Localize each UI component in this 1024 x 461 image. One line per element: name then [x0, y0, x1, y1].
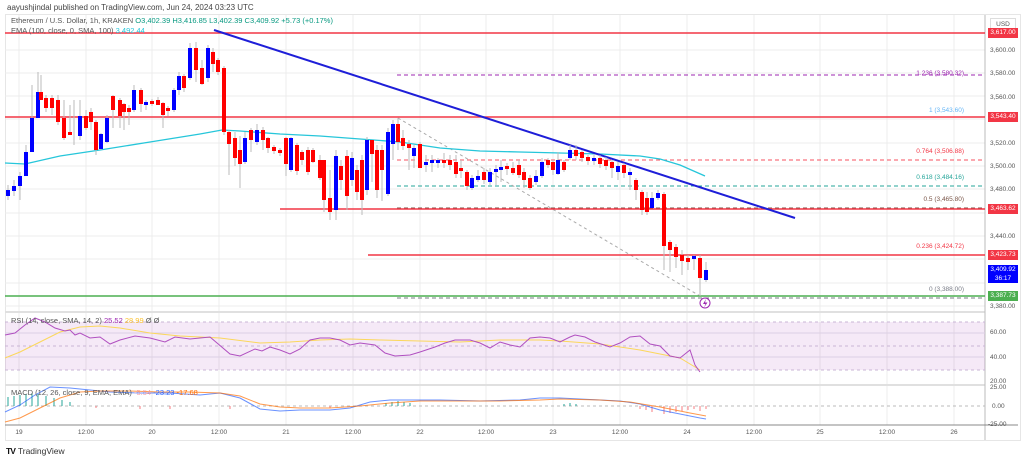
price-tag-current: 3,409.92 36:17 — [988, 265, 1018, 283]
bear-candles — [39, 48, 702, 278]
time-tick: 12:00 — [77, 429, 95, 436]
macd-hist-value: -5.54 — [133, 388, 152, 397]
fib-label-0764: 0.764 (3,506.88) — [916, 148, 964, 155]
ohlc-open: O3,402.39 — [135, 16, 171, 25]
chart-frame — [5, 14, 1021, 441]
fibonacci-lines — [397, 74, 985, 299]
ema-value: 3,492.44 — [115, 26, 145, 35]
time-tick: 12:00 — [477, 429, 495, 436]
price-tick: 3,480.00 — [990, 186, 1016, 193]
fib-label-1: 1 (3,543.60) — [928, 107, 964, 114]
publisher-caption: aayushjindal published on TradingView.co… — [7, 3, 254, 12]
tradingview-logo[interactable]: TV TradingView — [6, 446, 65, 456]
tv-logo-icon: TV — [6, 446, 16, 456]
ohlc-high: H3,416.85 — [172, 16, 207, 25]
grid-horizontal — [5, 49, 985, 307]
fib-label-0: 0 (3,388.00) — [928, 286, 964, 293]
trendline — [213, 29, 796, 219]
price-tag-3463: 3,463.62 — [988, 204, 1018, 214]
rsi-extra: Ø Ø — [145, 316, 160, 325]
time-tick: 21 — [282, 429, 290, 436]
macd-signal-line — [4, 390, 707, 423]
ohlc-low: L3,402.39 — [209, 16, 243, 25]
macd-value: -23.23 — [153, 388, 175, 397]
price-change: +5.73 (+0.17%) — [281, 16, 333, 25]
price-tag-3423: 3,423.73 — [988, 250, 1018, 260]
bar-countdown: 36:17 — [994, 275, 1012, 282]
ema-100-line — [4, 129, 706, 177]
rsi-label: RSI (14, close, SMA, 14, 2) — [11, 316, 102, 325]
price-tick: 3,600.00 — [990, 47, 1016, 54]
time-tick: 12:00 — [611, 429, 629, 436]
time-tick: 20 — [148, 429, 156, 436]
ema-legend[interactable]: EMA (100, close, 0, SMA, 100) 3,492.44 — [11, 26, 145, 35]
ohlc-close: C3,409.92 — [244, 16, 280, 25]
macd-tick: 0.00 — [992, 403, 1005, 410]
alert-flash-icon — [699, 297, 711, 309]
current-price: 3,409.92 — [990, 266, 1016, 273]
price-tag-support: 3,387.73 — [988, 291, 1018, 301]
rsi-band — [5, 322, 985, 370]
brand-name: TradingView — [17, 446, 65, 456]
rsi-tick: 20.00 — [990, 378, 1007, 385]
price-tick: 3,380.00 — [990, 303, 1016, 310]
price-tick: 3,580.00 — [990, 70, 1016, 77]
fib-label-0618: 0.618 (3,484.16) — [916, 174, 964, 181]
price-tick: 3,500.00 — [990, 163, 1016, 170]
rsi-sma-value: 28.99 — [124, 316, 144, 325]
time-tick: 12:00 — [210, 429, 228, 436]
macd-tick: 25.00 — [990, 384, 1007, 391]
time-tick: 12:00 — [745, 429, 763, 436]
symbol-legend: Ethereum / U.S. Dollar, 1h, KRAKEN O3,40… — [11, 16, 333, 25]
macd-signal-value: -17.68 — [176, 388, 198, 397]
fib-label-0236: 0.236 (3,424.72) — [916, 243, 964, 250]
candlesticks — [6, 42, 708, 296]
time-tick: 26 — [950, 429, 958, 436]
time-tick: 24 — [683, 429, 691, 436]
price-tag-3543: 3,543.40 — [988, 112, 1018, 122]
time-tick: 25 — [816, 429, 824, 436]
price-tick: 3,560.00 — [990, 94, 1016, 101]
fib-label-1236: 1.236 (3,580.32) — [916, 70, 964, 77]
price-tick: 3,440.00 — [990, 233, 1016, 240]
fib-label-05: 0.5 (3,465.80) — [923, 196, 964, 203]
symbol-name: Ethereum / U.S. Dollar, 1h, KRAKEN — [11, 16, 134, 25]
macd-legend[interactable]: MACD (12, 26, close, 9, EMA, EMA) -5.54 … — [11, 388, 198, 397]
time-tick: 23 — [549, 429, 557, 436]
rsi-legend[interactable]: RSI (14, close, SMA, 14, 2) 25.52 28.99 … — [11, 316, 159, 325]
rsi-tick: 60.00 — [990, 329, 1007, 336]
macd-label: MACD (12, 26, close, 9, EMA, EMA) — [11, 388, 132, 397]
bull-candles — [6, 48, 708, 280]
time-tick: 12:00 — [878, 429, 896, 436]
rsi-tick: 40.00 — [990, 354, 1007, 361]
rsi-sma-line — [4, 325, 701, 371]
price-tick: 3,520.00 — [990, 140, 1016, 147]
rsi-line — [4, 317, 701, 373]
rsi-value: 25.52 — [103, 316, 123, 325]
ema-label: EMA (100, close, 0, SMA, 100) — [11, 26, 114, 35]
time-tick: 12:00 — [344, 429, 362, 436]
time-tick: 19 — [15, 429, 23, 436]
price-tag-resistance-top: 3,617.00 — [988, 28, 1018, 38]
time-tick: 22 — [416, 429, 424, 436]
macd-tick: -25.00 — [988, 421, 1007, 428]
